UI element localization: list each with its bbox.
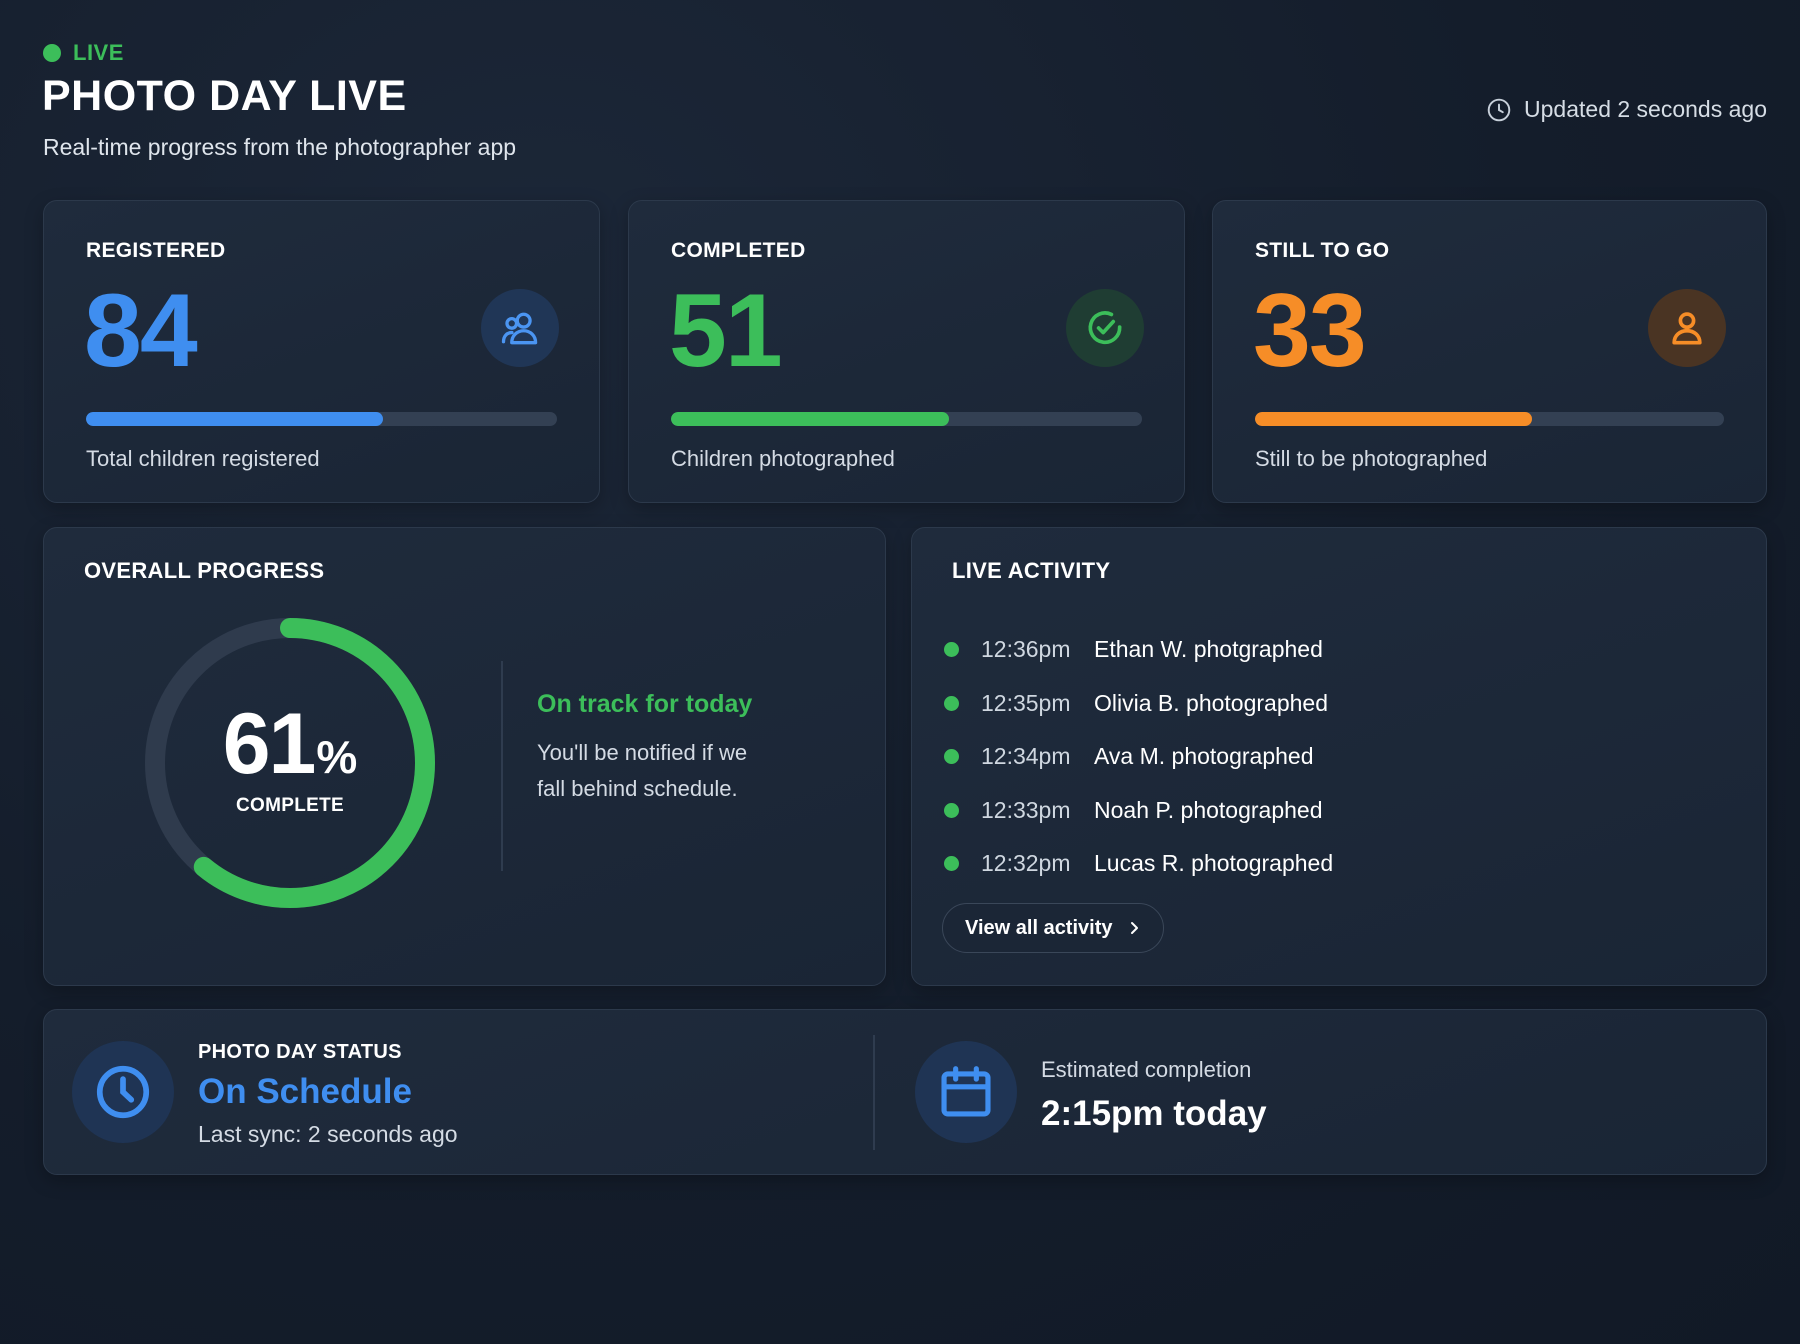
remaining-progress-bar [1255,412,1724,426]
activity-time: 12:34pm [981,743,1071,770]
live-indicator: LIVE [43,40,124,66]
status-label: PHOTO DAY STATUS [198,1041,402,1063]
activity-item: 12:33pm Noah P. photographed [944,784,1333,838]
activity-item: 12:34pm Ava M. photographed [944,730,1333,784]
overall-divider [501,661,503,871]
completed-description: Children photographed [671,446,895,471]
activity-time: 12:36pm [981,636,1071,663]
completed-label: COMPLETED [671,239,806,262]
registered-value: 84 [84,273,198,389]
overall-progress-title: OVERALL PROGRESS [84,558,325,583]
progress-ring-center: 61 % COMPLETE [140,613,440,913]
registered-description: Total children registered [86,446,320,471]
updated-status: Updated 2 seconds ago [1486,96,1767,123]
progress-ring: 61 % COMPLETE [140,613,440,913]
page-title: PHOTO DAY LIVE [42,72,407,120]
chevron-right-icon [1130,922,1138,934]
view-all-activity-button[interactable]: View all activity [942,903,1164,953]
clock-icon [1487,98,1511,121]
live-activity-card: LIVE ACTIVITY 12:36pm Ethan W. photgraph… [911,527,1767,986]
activity-item: 12:36pm Ethan W. photgraphed [944,623,1333,677]
on-track-body: You'll be notified if we fall behind sch… [537,740,748,801]
page-subtitle: Real-time progress from the photographer… [43,134,517,160]
remaining-progress-fill [1255,412,1532,426]
live-label: LIVE [73,40,124,65]
check-circle-icon [1066,289,1144,367]
activity-item: 12:32pm Lucas R. photographed [944,837,1333,891]
remaining-card: STILL TO GO 33 Still to be photographed [1212,200,1767,503]
registered-progress-bar [86,412,557,426]
activity-text: Lucas R. photographed [1094,850,1334,877]
activity-text: Noah P. photographed [1094,796,1323,823]
user-icon [1648,289,1726,367]
calendar-icon [915,1041,1017,1143]
on-track-title: On track for today [537,690,753,718]
percent-caption: COMPLETE [236,795,344,816]
activity-text: Olivia B. photographed [1094,689,1328,716]
live-activity-title: LIVE ACTIVITY [952,558,1111,583]
completed-card: COMPLETED 51 Children photographed [628,200,1185,503]
live-dot-icon [43,44,61,62]
remaining-description: Still to be photographed [1255,446,1488,471]
photo-day-status-card: PHOTO DAY STATUS On Schedule Last sync: … [43,1009,1767,1175]
clock-icon [72,1041,174,1143]
activity-text: Ethan W. photgraphed [1094,636,1323,663]
activity-dot-icon [944,695,959,711]
users-icon [481,289,559,367]
registered-progress-fill [86,412,383,426]
activity-dot-icon [944,856,959,872]
completed-progress-bar [671,412,1142,426]
updated-text: Updated 2 seconds ago [1524,96,1767,122]
overall-progress-card: OVERALL PROGRESS 61 % COMPLETE On track … [43,527,886,986]
remaining-value: 33 [1253,273,1367,389]
activity-item: 12:35pm Olivia B. photographed [944,677,1333,731]
activity-dot-icon [944,802,959,818]
estimated-completion-value: 2:15pm today [1041,1094,1267,1133]
activity-time: 12:33pm [981,796,1071,823]
activity-time: 12:35pm [981,689,1071,716]
percent-line: 61 % [223,701,358,787]
view-all-activity-label: View all activity [965,916,1113,939]
estimated-completion-label: Estimated completion [1041,1057,1252,1082]
remaining-label: STILL TO GO [1255,239,1390,262]
activity-list: 12:36pm Ethan W. photgraphed 12:35pm Oli… [944,623,1333,891]
percent-sign: % [316,731,358,783]
progress-ring-fill [145,618,435,908]
activity-text: Ava M. photographed [1094,743,1314,770]
completed-value: 51 [669,273,783,389]
status-divider [873,1035,875,1150]
status-value: On Schedule [198,1072,412,1111]
registered-card: REGISTERED 84 Total children registered [43,200,600,503]
percent-value: 61 [222,696,317,792]
activity-dot-icon [944,642,959,658]
activity-dot-icon [944,749,959,765]
last-sync-text: Last sync: 2 seconds ago [198,1121,458,1147]
activity-time: 12:32pm [981,850,1071,877]
registered-label: REGISTERED [86,239,226,262]
completed-progress-fill [671,412,949,426]
